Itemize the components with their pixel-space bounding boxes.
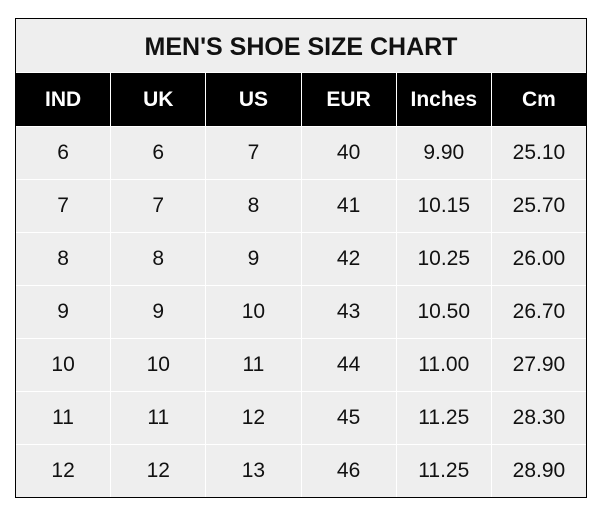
table-cell: 11 — [110, 392, 205, 444]
table-cell: 8 — [110, 233, 205, 285]
table-cell: 11 — [205, 339, 300, 391]
header-row: IND UK US EUR Inches Cm — [16, 73, 586, 126]
table-cell: 11.25 — [395, 445, 491, 497]
table-cell: 44 — [300, 339, 396, 391]
table-cell: 27.90 — [490, 339, 586, 391]
table-cell: 11 — [52, 406, 74, 429]
table-cell: 46 — [300, 445, 396, 497]
table-title: MEN'S SHOE SIZE CHART — [16, 19, 586, 73]
table-cell: 11.25 — [395, 392, 491, 444]
table-cell: 12 — [205, 392, 300, 444]
table-row: 8 8 9 42 10.25 26.00 — [16, 232, 586, 285]
table-cell: 25.10 — [490, 127, 586, 179]
column-header-inches: Inches — [395, 73, 491, 126]
table-cell: 7 — [205, 127, 300, 179]
table-cell: 8 — [205, 180, 300, 232]
table-cell: 26.70 — [490, 286, 586, 338]
table-cell: 6 — [110, 127, 205, 179]
table-row: 12 12 13 46 11.25 28.90 — [16, 444, 586, 497]
table-cell: 10.25 — [395, 233, 491, 285]
table-cell: 10.50 — [395, 286, 491, 338]
table-row: 6 6 7 40 9.90 25.10 — [16, 126, 586, 179]
table-row: 7 7 8 41 10.15 25.70 — [16, 179, 586, 232]
table-cell: 10.15 — [395, 180, 491, 232]
table-cell: 7 — [110, 180, 205, 232]
table-cell: 12 — [110, 445, 205, 497]
table-cell: 9 — [57, 300, 69, 323]
table-cell: 10 — [205, 286, 300, 338]
table-cell: 40 — [300, 127, 396, 179]
table-row: 10 10 11 44 11.00 27.90 — [16, 338, 586, 391]
table-cell: 9 — [110, 286, 205, 338]
table-cell: 25.70 — [490, 180, 586, 232]
table-cell: 10 — [51, 353, 75, 376]
table-body: 6 6 7 40 9.90 25.10 7 7 8 41 10.15 25.70 8 8 9 42 10.25 2… — [16, 126, 586, 497]
table-cell: 28.90 — [490, 445, 586, 497]
table-row: 9 9 10 43 10.50 26.70 — [16, 285, 586, 338]
table-cell: 10 — [110, 339, 205, 391]
table-cell: 26.00 — [490, 233, 586, 285]
column-header-cm: Cm — [490, 73, 586, 126]
column-header-ind: IND — [45, 87, 82, 111]
table-cell: 43 — [300, 286, 396, 338]
table-cell: 45 — [300, 392, 396, 444]
table-cell: 7 — [57, 194, 69, 217]
size-chart-table: MEN'S SHOE SIZE CHART IND UK US EUR Inches Cm… — [15, 18, 587, 498]
table-cell: 6 — [57, 141, 69, 164]
column-header-uk: UK — [110, 73, 205, 126]
table-cell: 42 — [300, 233, 396, 285]
table-cell: 11.00 — [395, 339, 491, 391]
table-cell: 13 — [205, 445, 300, 497]
table-cell: 28.30 — [490, 392, 586, 444]
column-header-eur: EUR — [300, 73, 396, 126]
table-row: 11 11 12 45 11.25 28.30 — [16, 391, 586, 444]
table-cell: 9.90 — [395, 127, 491, 179]
table-cell: 41 — [300, 180, 396, 232]
column-header-us: US — [205, 73, 300, 126]
table-cell: 12 — [51, 459, 75, 482]
table-cell: 9 — [205, 233, 300, 285]
table-cell: 8 — [57, 247, 69, 270]
